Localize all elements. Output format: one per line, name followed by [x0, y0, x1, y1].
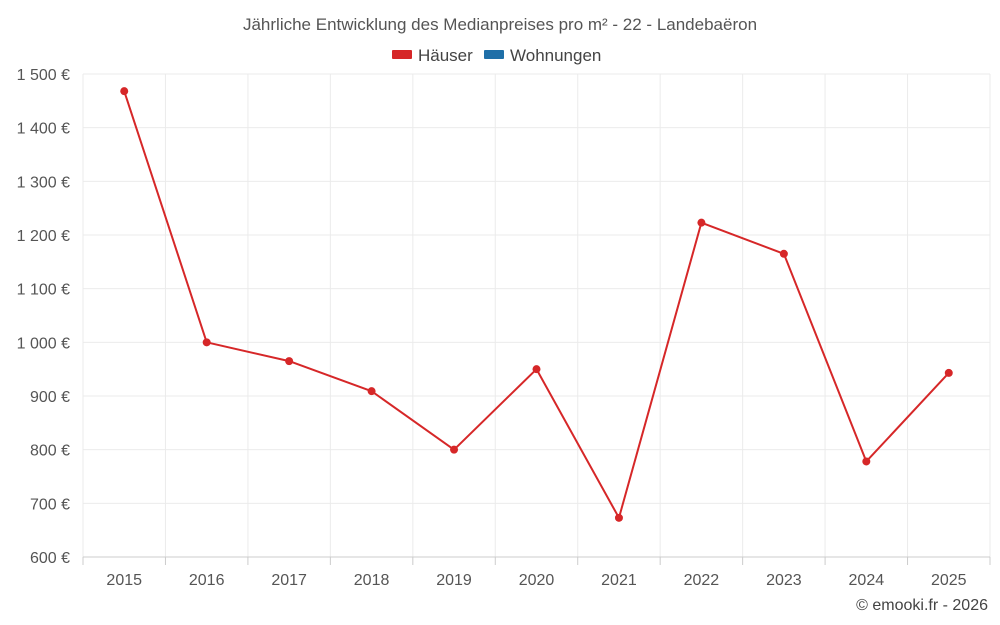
y-tick-label: 900 €	[30, 389, 70, 406]
legend-label-houses: Häuser	[418, 46, 473, 65]
y-tick-label: 1 400 €	[17, 121, 70, 138]
series-houses	[120, 87, 953, 522]
x-tick-label: 2022	[684, 572, 720, 589]
data-point-houses-2025[interactable]	[944, 368, 953, 377]
credit-text: © emooki.fr - 2026	[856, 597, 988, 614]
legend-swatch-houses	[392, 50, 412, 59]
legend-item-apartments[interactable]: Wohnungen	[484, 46, 601, 65]
x-tick-label: 2023	[766, 572, 802, 589]
y-axis: 600 € 700 € 800 € 900 € 1 000 € 1 100 € 1 200 …	[17, 67, 70, 567]
legend-swatch-apartments	[484, 50, 504, 59]
chart-title: Jährliche Entwicklung des Medianpreises …	[243, 15, 757, 34]
x-tick-label: 2019	[436, 572, 472, 589]
y-tick-label: 1 500 €	[17, 67, 70, 84]
y-tick-label: 700 €	[30, 496, 70, 513]
data-point-houses-2024[interactable]	[862, 457, 871, 466]
x-tick-label: 2016	[189, 572, 225, 589]
data-point-houses-2022[interactable]	[697, 218, 706, 227]
y-tick-label: 1 200 €	[17, 228, 70, 245]
x-tick-label: 2020	[519, 572, 555, 589]
legend: Häuser Wohnungen	[392, 46, 601, 65]
y-tick-label: 600 €	[30, 550, 70, 567]
data-point-houses-2020[interactable]	[532, 365, 541, 374]
y-tick-label: 1 100 €	[17, 282, 70, 299]
x-axis: 2015 2016 2017 2018 2019 2020 2021 2022 2023 2024…	[82, 556, 991, 589]
x-tick-label: 2024	[849, 572, 885, 589]
legend-label-apartments: Wohnungen	[510, 46, 601, 65]
grid	[82, 73, 991, 557]
x-tick-label: 2018	[354, 572, 390, 589]
data-point-houses-2018[interactable]	[367, 387, 376, 396]
data-point-houses-2015[interactable]	[120, 87, 129, 96]
x-tick-label: 2017	[271, 572, 307, 589]
data-point-houses-2016[interactable]	[202, 338, 211, 347]
x-tick-label: 2025	[931, 572, 967, 589]
x-tick-label: 2015	[106, 572, 142, 589]
x-tick-label: 2021	[601, 572, 637, 589]
data-point-houses-2021[interactable]	[614, 513, 623, 522]
y-tick-label: 1 300 €	[17, 174, 70, 191]
y-tick-label: 800 €	[30, 443, 70, 460]
data-point-houses-2019[interactable]	[450, 445, 459, 454]
data-point-houses-2023[interactable]	[779, 249, 788, 258]
legend-item-houses[interactable]: Häuser	[392, 46, 473, 65]
data-point-houses-2017[interactable]	[285, 357, 294, 366]
y-tick-label: 1 000 €	[17, 335, 70, 352]
